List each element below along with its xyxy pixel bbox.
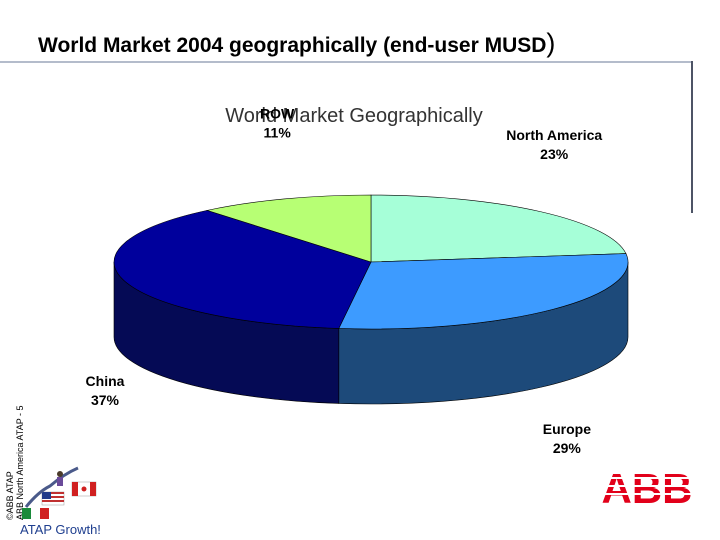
footer-brand-text: ATAP Growth! [20,522,101,537]
pie-labels: North America 23% Europe 29% China 37% ROW 11% [86,106,603,457]
pie-slice-europe [338,253,629,330]
pie-slice-china [113,210,372,329]
copyright-text: ©ABB ATAP [5,471,15,520]
abb-logo-icon: ABB [600,468,694,508]
atap-growth-logo-icon [22,466,97,519]
slide-title: World Market 2004 geographically (end-us… [38,28,555,59]
slice-value-north-america: 23% [540,146,569,162]
title-rule [0,61,693,63]
slide-title-close-paren: ) [546,28,556,58]
slice-label-north-america: North America [506,127,602,143]
slice-label-europe: Europe [543,421,591,437]
pie-slice-row [206,194,372,263]
slice-value-europe: 29% [553,440,582,456]
pie-tops [113,194,629,330]
slice-label-china: China [86,373,125,389]
abb-logo-text: ABB [602,468,693,508]
slide-title-text: World Market 2004 geographically (end-us… [38,34,547,57]
slice-value-china: 37% [91,392,120,408]
pie-slice-north-america [370,194,627,263]
slice-value-row: 11% [264,125,292,141]
title-rule-vertical [691,61,693,213]
chart-title: World Market Geographically [225,105,483,127]
slice-label-row: ROW [260,106,295,122]
